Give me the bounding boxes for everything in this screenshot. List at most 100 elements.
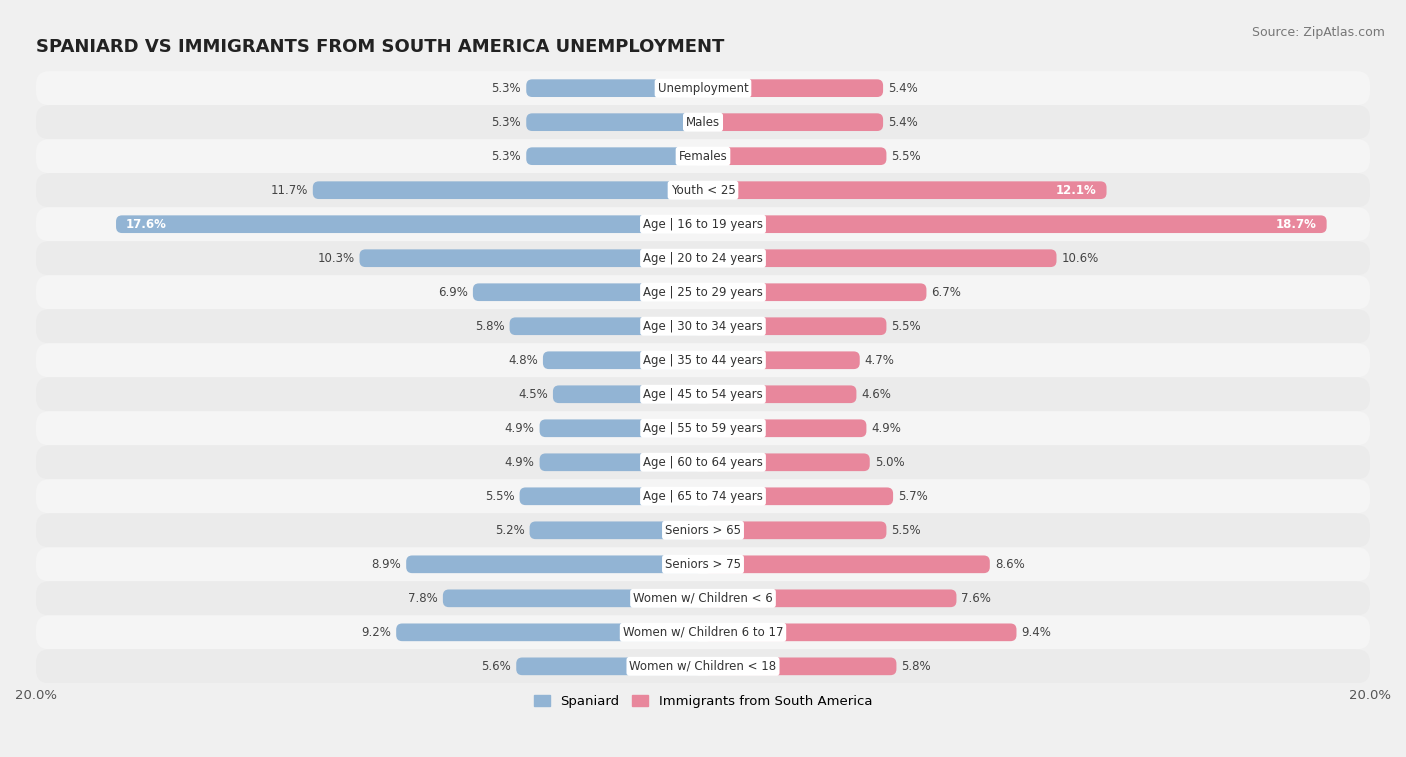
Text: 8.6%: 8.6% [995, 558, 1025, 571]
Text: 4.9%: 4.9% [872, 422, 901, 435]
Text: 9.4%: 9.4% [1022, 626, 1052, 639]
FancyBboxPatch shape [37, 173, 1369, 207]
Text: 5.3%: 5.3% [492, 150, 522, 163]
FancyBboxPatch shape [472, 283, 703, 301]
Text: Seniors > 65: Seniors > 65 [665, 524, 741, 537]
FancyBboxPatch shape [37, 411, 1369, 445]
FancyBboxPatch shape [526, 79, 703, 97]
Text: 5.8%: 5.8% [475, 319, 505, 333]
Text: 4.8%: 4.8% [508, 354, 538, 366]
FancyBboxPatch shape [703, 522, 886, 539]
FancyBboxPatch shape [703, 317, 886, 335]
Text: 7.8%: 7.8% [408, 592, 437, 605]
Text: Age | 65 to 74 years: Age | 65 to 74 years [643, 490, 763, 503]
FancyBboxPatch shape [37, 547, 1369, 581]
Text: 10.3%: 10.3% [318, 252, 354, 265]
Text: 5.7%: 5.7% [898, 490, 928, 503]
FancyBboxPatch shape [703, 79, 883, 97]
Text: Women w/ Children < 6: Women w/ Children < 6 [633, 592, 773, 605]
FancyBboxPatch shape [703, 215, 1327, 233]
FancyBboxPatch shape [509, 317, 703, 335]
Text: 10.6%: 10.6% [1062, 252, 1098, 265]
FancyBboxPatch shape [406, 556, 703, 573]
Text: Seniors > 75: Seniors > 75 [665, 558, 741, 571]
FancyBboxPatch shape [443, 590, 703, 607]
Text: Women w/ Children 6 to 17: Women w/ Children 6 to 17 [623, 626, 783, 639]
Text: 17.6%: 17.6% [127, 218, 167, 231]
FancyBboxPatch shape [520, 488, 703, 505]
Text: Age | 20 to 24 years: Age | 20 to 24 years [643, 252, 763, 265]
Text: 12.1%: 12.1% [1056, 184, 1097, 197]
FancyBboxPatch shape [543, 351, 703, 369]
FancyBboxPatch shape [117, 215, 703, 233]
FancyBboxPatch shape [360, 249, 703, 267]
FancyBboxPatch shape [703, 556, 990, 573]
Text: Women w/ Children < 18: Women w/ Children < 18 [630, 660, 776, 673]
FancyBboxPatch shape [703, 488, 893, 505]
Text: 11.7%: 11.7% [270, 184, 308, 197]
FancyBboxPatch shape [703, 385, 856, 403]
Text: 5.3%: 5.3% [492, 82, 522, 95]
FancyBboxPatch shape [703, 453, 870, 471]
FancyBboxPatch shape [703, 658, 897, 675]
FancyBboxPatch shape [526, 148, 703, 165]
FancyBboxPatch shape [37, 71, 1369, 105]
FancyBboxPatch shape [37, 479, 1369, 513]
FancyBboxPatch shape [703, 624, 1017, 641]
FancyBboxPatch shape [703, 114, 883, 131]
FancyBboxPatch shape [37, 513, 1369, 547]
Text: 5.8%: 5.8% [901, 660, 931, 673]
FancyBboxPatch shape [703, 182, 1107, 199]
Text: Age | 45 to 54 years: Age | 45 to 54 years [643, 388, 763, 400]
Text: 9.2%: 9.2% [361, 626, 391, 639]
Text: 5.6%: 5.6% [481, 660, 512, 673]
Text: Youth < 25: Youth < 25 [671, 184, 735, 197]
FancyBboxPatch shape [37, 105, 1369, 139]
FancyBboxPatch shape [396, 624, 703, 641]
Text: 5.4%: 5.4% [889, 82, 918, 95]
Text: Age | 60 to 64 years: Age | 60 to 64 years [643, 456, 763, 469]
FancyBboxPatch shape [37, 207, 1369, 241]
Text: 6.7%: 6.7% [931, 285, 962, 299]
FancyBboxPatch shape [540, 453, 703, 471]
Text: 5.5%: 5.5% [891, 524, 921, 537]
FancyBboxPatch shape [530, 522, 703, 539]
Text: 7.6%: 7.6% [962, 592, 991, 605]
Text: Females: Females [679, 150, 727, 163]
Legend: Spaniard, Immigrants from South America: Spaniard, Immigrants from South America [529, 690, 877, 714]
FancyBboxPatch shape [37, 445, 1369, 479]
FancyBboxPatch shape [37, 276, 1369, 309]
FancyBboxPatch shape [312, 182, 703, 199]
FancyBboxPatch shape [703, 351, 859, 369]
FancyBboxPatch shape [526, 114, 703, 131]
FancyBboxPatch shape [703, 419, 866, 437]
Text: 4.9%: 4.9% [505, 456, 534, 469]
Text: 5.3%: 5.3% [492, 116, 522, 129]
Text: Unemployment: Unemployment [658, 82, 748, 95]
FancyBboxPatch shape [703, 249, 1056, 267]
Text: Age | 16 to 19 years: Age | 16 to 19 years [643, 218, 763, 231]
FancyBboxPatch shape [703, 590, 956, 607]
Text: SPANIARD VS IMMIGRANTS FROM SOUTH AMERICA UNEMPLOYMENT: SPANIARD VS IMMIGRANTS FROM SOUTH AMERIC… [37, 38, 724, 56]
Text: Age | 55 to 59 years: Age | 55 to 59 years [643, 422, 763, 435]
Text: 4.9%: 4.9% [505, 422, 534, 435]
Text: 5.5%: 5.5% [891, 150, 921, 163]
FancyBboxPatch shape [540, 419, 703, 437]
Text: 5.5%: 5.5% [485, 490, 515, 503]
Text: 5.5%: 5.5% [891, 319, 921, 333]
Text: 6.9%: 6.9% [439, 285, 468, 299]
Text: Males: Males [686, 116, 720, 129]
FancyBboxPatch shape [37, 581, 1369, 615]
FancyBboxPatch shape [516, 658, 703, 675]
FancyBboxPatch shape [37, 309, 1369, 343]
FancyBboxPatch shape [703, 148, 886, 165]
FancyBboxPatch shape [703, 283, 927, 301]
FancyBboxPatch shape [37, 615, 1369, 650]
Text: 5.0%: 5.0% [875, 456, 904, 469]
Text: Age | 30 to 34 years: Age | 30 to 34 years [643, 319, 763, 333]
Text: 4.7%: 4.7% [865, 354, 894, 366]
FancyBboxPatch shape [37, 377, 1369, 411]
FancyBboxPatch shape [37, 241, 1369, 276]
Text: 18.7%: 18.7% [1275, 218, 1316, 231]
Text: 5.4%: 5.4% [889, 116, 918, 129]
